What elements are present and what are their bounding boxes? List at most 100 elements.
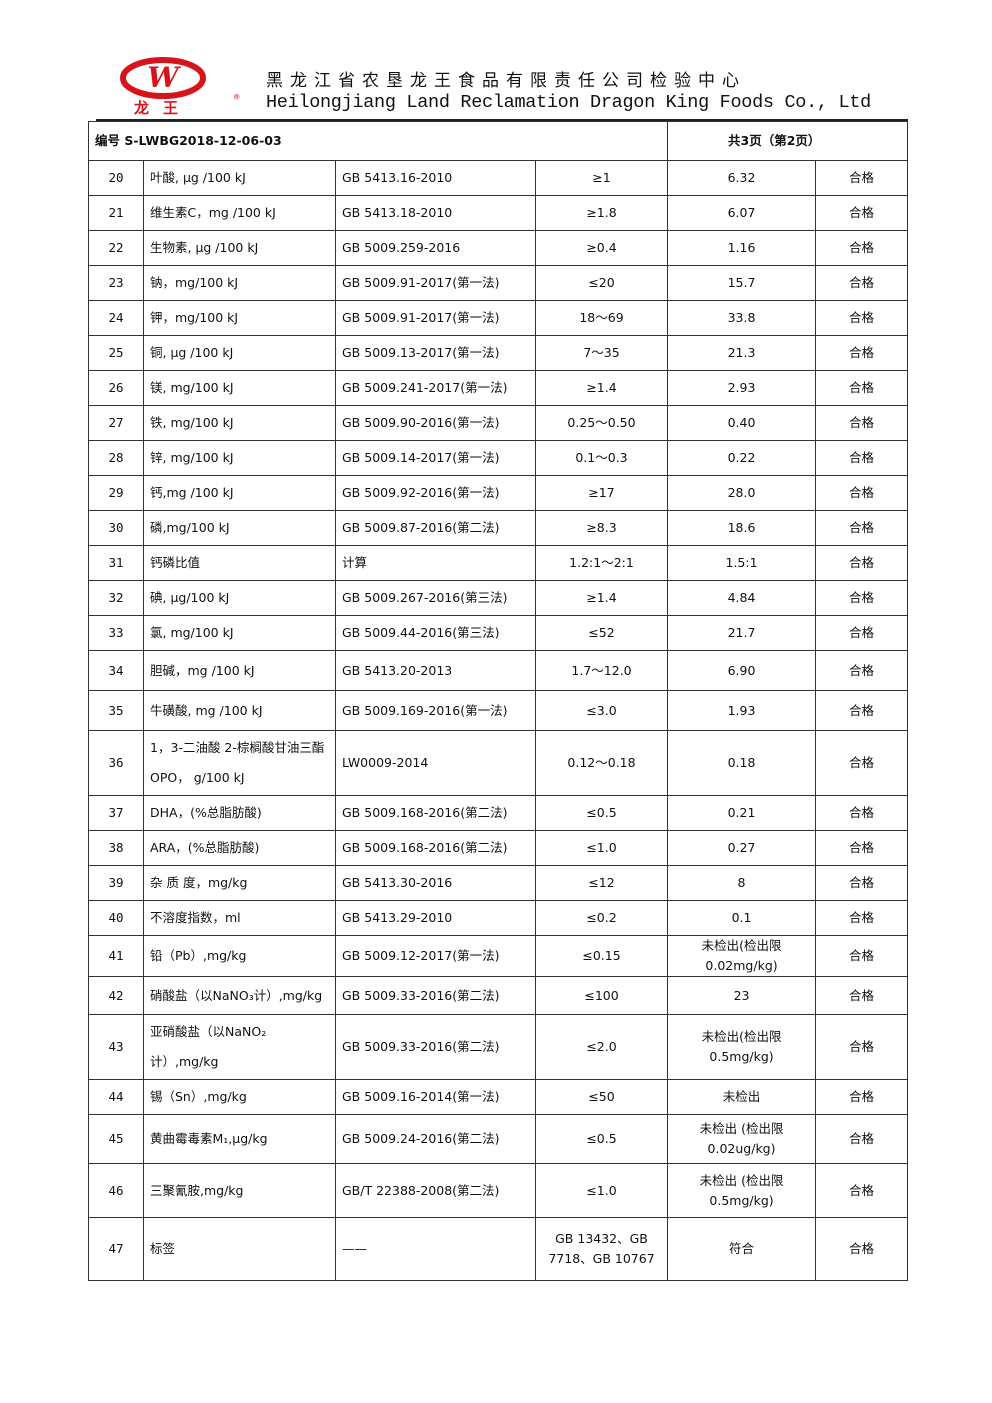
test-method: GB/T 22388-2008(第二法) bbox=[335, 1163, 536, 1218]
table-row: 32 碘, μg/100 kJ GB 5009.267-2016(第三法) ≥1.4 4… bbox=[88, 580, 909, 616]
test-result: 1.5:1 bbox=[667, 545, 817, 581]
test-method: LW0009-2014 bbox=[335, 730, 536, 796]
test-result: 未检出(检出限 0.02mg/kg) bbox=[667, 935, 817, 977]
standard-limit: 0.1～0.3 bbox=[534, 440, 669, 476]
test-result: 0.1 bbox=[667, 900, 817, 936]
company-logo: W 龙王 ® bbox=[118, 56, 243, 117]
test-method: GB 5009.168-2016(第二法) bbox=[335, 830, 536, 866]
standard-limit: ≤0.5 bbox=[534, 1114, 669, 1164]
test-item: 维生素C，mg /100 kJ bbox=[143, 195, 336, 231]
test-method: GB 5009.91-2017(第一法) bbox=[335, 265, 536, 301]
table-row: 41 铅（Pb）,mg/kg GB 5009.12-2017(第一法) ≤0.15 未检… bbox=[88, 935, 909, 977]
row-number: 46 bbox=[88, 1163, 144, 1218]
table-row: 46 三聚氰胺,mg/kg GB/T 22388-2008(第二法) ≤1.0 未检出 … bbox=[88, 1163, 909, 1218]
verdict: 合格 bbox=[815, 475, 909, 511]
standard-limit: ≤1.0 bbox=[534, 830, 669, 866]
standard-limit: ≤52 bbox=[534, 615, 669, 651]
test-method: GB 5413.29-2010 bbox=[335, 900, 536, 936]
row-number: 33 bbox=[88, 615, 144, 651]
verdict: 合格 bbox=[815, 1079, 909, 1115]
verdict: 合格 bbox=[815, 580, 909, 616]
test-result: 28.0 bbox=[667, 475, 817, 511]
test-result: 0.27 bbox=[667, 830, 817, 866]
test-item: 钙磷比值 bbox=[143, 545, 336, 581]
table-row: 45 黄曲霉毒素M₁,μg/kg GB 5009.24-2016(第二法) ≤0.5 未… bbox=[88, 1114, 909, 1164]
standard-limit: ≥17 bbox=[534, 475, 669, 511]
verdict: 合格 bbox=[815, 405, 909, 441]
table-row: 28 锌, mg/100 kJ GB 5009.14-2017(第一法) 0.1～0.… bbox=[88, 440, 909, 476]
standard-limit: ≤0.2 bbox=[534, 900, 669, 936]
standard-limit: ≤0.15 bbox=[534, 935, 669, 977]
table-row: 23 钠，mg/100 kJ GB 5009.91-2017(第一法) ≤20 15.7… bbox=[88, 265, 909, 301]
row-number: 44 bbox=[88, 1079, 144, 1115]
standard-limit: ≤3.0 bbox=[534, 690, 669, 731]
test-item: 钠，mg/100 kJ bbox=[143, 265, 336, 301]
row-number: 36 bbox=[88, 730, 144, 796]
test-result: 6.90 bbox=[667, 650, 817, 691]
test-method: GB 5009.90-2016(第一法) bbox=[335, 405, 536, 441]
test-result: 33.8 bbox=[667, 300, 817, 336]
table-row: 37 DHA，(%总脂肪酸) GB 5009.168-2016(第二法) ≤0.5 0.… bbox=[88, 795, 909, 831]
row-number: 47 bbox=[88, 1217, 144, 1281]
svg-text:龙王: 龙王 bbox=[133, 99, 192, 116]
test-result: 21.3 bbox=[667, 335, 817, 371]
row-number: 38 bbox=[88, 830, 144, 866]
row-number: 21 bbox=[88, 195, 144, 231]
test-method: GB 5009.91-2017(第一法) bbox=[335, 300, 536, 336]
test-result: 未检出(检出限 0.5mg/kg) bbox=[667, 1014, 817, 1080]
test-method: GB 5009.24-2016(第二法) bbox=[335, 1114, 536, 1164]
table-row: 24 钾，mg/100 kJ GB 5009.91-2017(第一法) 18～69 33… bbox=[88, 300, 909, 336]
standard-limit: 18～69 bbox=[534, 300, 669, 336]
test-method: GB 5009.169-2016(第一法) bbox=[335, 690, 536, 731]
test-item: 镁, mg/100 kJ bbox=[143, 370, 336, 406]
row-number: 27 bbox=[88, 405, 144, 441]
verdict: 合格 bbox=[815, 440, 909, 476]
row-number: 41 bbox=[88, 935, 144, 977]
test-item: 生物素, μg /100 kJ bbox=[143, 230, 336, 266]
test-result: 未检出 bbox=[667, 1079, 817, 1115]
test-method: GB 5009.12-2017(第一法) bbox=[335, 935, 536, 977]
table-row: 35 牛磺酸, mg /100 kJ GB 5009.169-2016(第一法) ≤3… bbox=[88, 690, 909, 731]
table-row: 30 磷,mg/100 kJ GB 5009.87-2016(第二法) ≥8.3 18.… bbox=[88, 510, 909, 546]
row-number: 30 bbox=[88, 510, 144, 546]
test-result: 2.93 bbox=[667, 370, 817, 406]
test-result: 未检出 (检出限 0.5mg/kg) bbox=[667, 1163, 817, 1218]
test-item: 氯, mg/100 kJ bbox=[143, 615, 336, 651]
verdict: 合格 bbox=[815, 370, 909, 406]
table-row: 33 氯, mg/100 kJ GB 5009.44-2016(第三法) ≤52 21.… bbox=[88, 615, 909, 651]
table-row: 31 钙磷比值 计算 1.2:1～2:1 1.5:1 合格 bbox=[88, 545, 909, 581]
test-result: 4.84 bbox=[667, 580, 817, 616]
test-method: GB 5009.259-2016 bbox=[335, 230, 536, 266]
standard-limit: ≤1.0 bbox=[534, 1163, 669, 1218]
verdict: 合格 bbox=[815, 865, 909, 901]
row-number: 42 bbox=[88, 976, 144, 1015]
verdict: 合格 bbox=[815, 690, 909, 731]
svg-text:®: ® bbox=[234, 93, 240, 103]
test-item: 钾，mg/100 kJ bbox=[143, 300, 336, 336]
test-method: GB 5009.168-2016(第二法) bbox=[335, 795, 536, 831]
test-result: 15.7 bbox=[667, 265, 817, 301]
standard-limit: ≤50 bbox=[534, 1079, 669, 1115]
row-number: 26 bbox=[88, 370, 144, 406]
test-method: GB 5009.16-2014(第一法) bbox=[335, 1079, 536, 1115]
row-number: 45 bbox=[88, 1114, 144, 1164]
verdict: 合格 bbox=[815, 300, 909, 336]
row-number: 20 bbox=[88, 160, 144, 196]
test-item: DHA，(%总脂肪酸) bbox=[143, 795, 336, 831]
test-item: ARA，(%总脂肪酸) bbox=[143, 830, 336, 866]
table-row: 43 亚硝酸盐（以NaNO₂计）,mg/kg GB 5009.33-2016(第二法… bbox=[88, 1014, 909, 1080]
table-row: 27 铁, mg/100 kJ GB 5009.90-2016(第一法) 0.25～0… bbox=[88, 405, 909, 441]
table-row: 29 钙,mg /100 kJ GB 5009.92-2016(第一法) ≥17 28.… bbox=[88, 475, 909, 511]
table-row: 21 维生素C，mg /100 kJ GB 5413.18-2010 ≥1.8 6.07… bbox=[88, 195, 909, 231]
standard-limit: ≥1.8 bbox=[534, 195, 669, 231]
row-number: 24 bbox=[88, 300, 144, 336]
test-method: GB 5413.18-2010 bbox=[335, 195, 536, 231]
verdict: 合格 bbox=[815, 1114, 909, 1164]
company-name-en: Heilongjiang Land Reclamation Dragon Kin… bbox=[266, 92, 871, 113]
test-result: 1.16 bbox=[667, 230, 817, 266]
standard-limit: GB 13432、GB 7718、GB 10767 bbox=[534, 1217, 669, 1281]
test-item: 锌, mg/100 kJ bbox=[143, 440, 336, 476]
test-method: GB 5413.16-2010 bbox=[335, 160, 536, 196]
standard-limit: 0.25～0.50 bbox=[534, 405, 669, 441]
verdict: 合格 bbox=[815, 1163, 909, 1218]
